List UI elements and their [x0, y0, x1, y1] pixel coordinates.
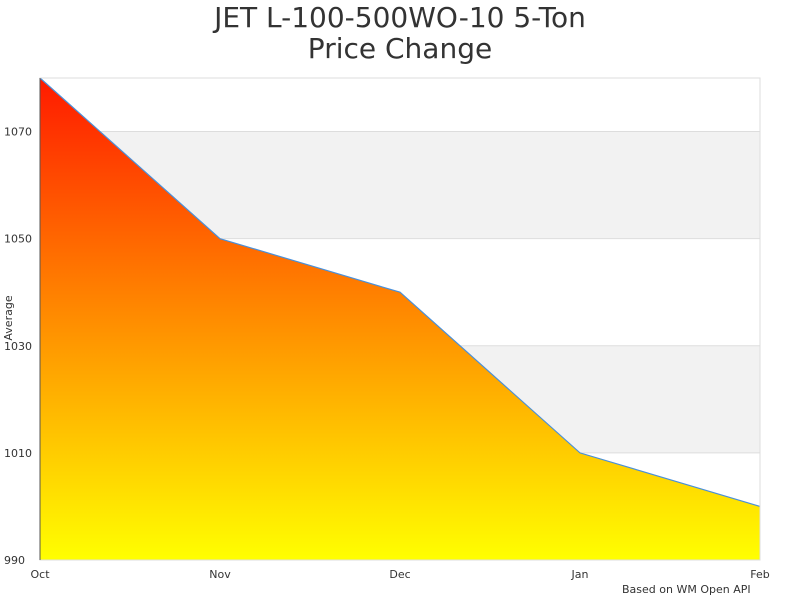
chart-title: JET L-100-500WO-10 5-Ton Price Change [0, 2, 800, 64]
x-tick-label: Jan [571, 568, 589, 581]
x-tick-label: Nov [209, 568, 231, 581]
x-tick-label: Feb [750, 568, 769, 581]
series-line [39, 77, 761, 508]
chart-title-line2: Price Change [307, 32, 493, 65]
x-tick-label: Oct [30, 568, 50, 581]
y-axis-label: Average [2, 295, 15, 340]
y-tick-label: 1010 [4, 447, 32, 460]
area-fill [40, 78, 760, 560]
credit-text: Based on WM Open API [622, 583, 751, 596]
y-tick-label: 1050 [4, 233, 32, 246]
x-tick-label: Dec [389, 568, 410, 581]
y-tick-label: 1070 [4, 126, 32, 139]
y-tick-label: 1030 [4, 340, 32, 353]
y-tick-label: 990 [4, 554, 25, 567]
chart-title-line1: JET L-100-500WO-10 5-Ton [214, 1, 586, 34]
